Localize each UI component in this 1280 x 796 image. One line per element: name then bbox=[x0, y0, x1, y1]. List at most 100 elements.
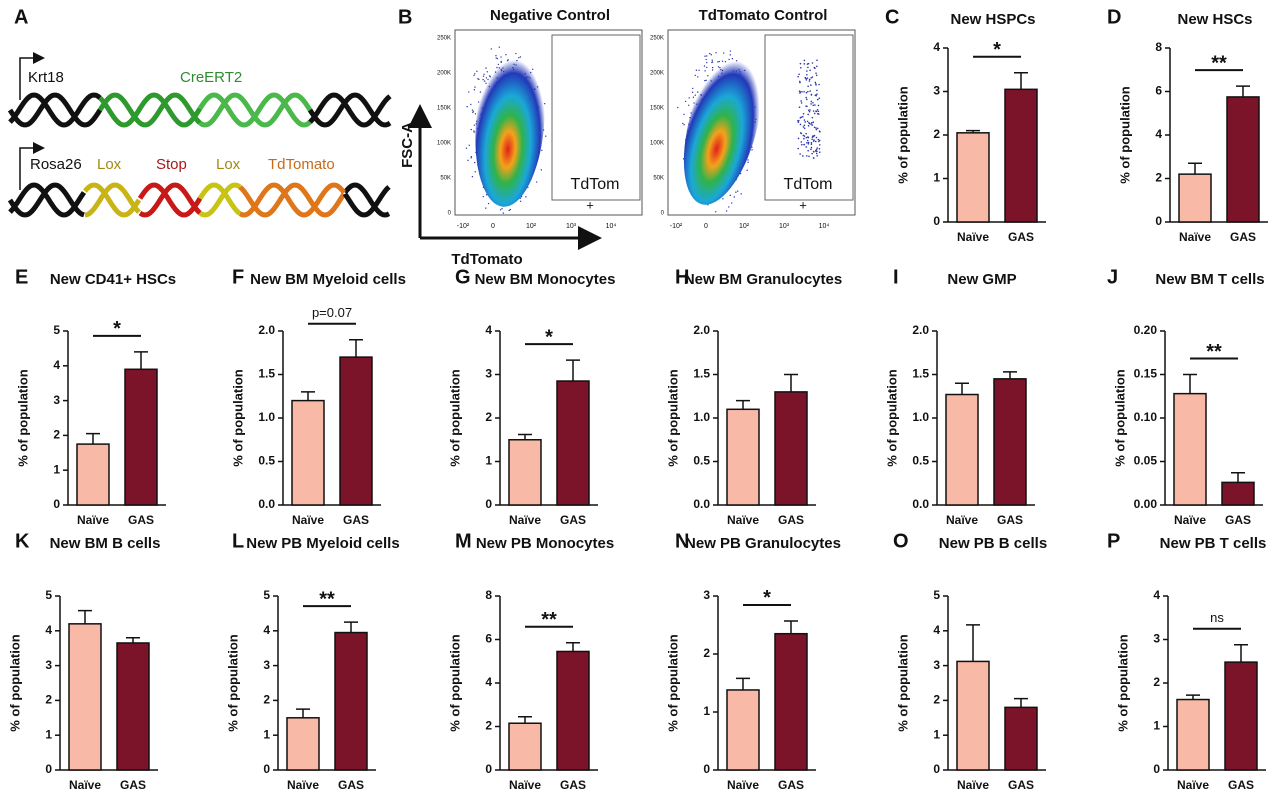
strand bbox=[342, 185, 391, 218]
x-tick-label: 10² bbox=[526, 223, 537, 230]
chart-title: New BM B cells bbox=[50, 535, 161, 552]
event-dot bbox=[811, 152, 813, 155]
event-dot bbox=[682, 122, 684, 125]
bar bbox=[339, 356, 373, 506]
plot-frame bbox=[667, 29, 856, 216]
bar bbox=[1226, 96, 1260, 223]
event-dot bbox=[818, 140, 820, 143]
event-dot bbox=[714, 211, 717, 213]
event-dot bbox=[814, 94, 817, 97]
plot-frame bbox=[454, 29, 643, 216]
y-tick-label: 50K bbox=[440, 176, 451, 182]
strand bbox=[197, 92, 312, 128]
y-tick-label: 5 bbox=[933, 588, 940, 602]
event-dot bbox=[476, 70, 478, 73]
panel-letter: A bbox=[14, 6, 28, 28]
panel-letter: C bbox=[885, 6, 899, 28]
bar bbox=[1224, 661, 1258, 771]
chart-title: New BM T cells bbox=[1155, 271, 1264, 288]
event-dot bbox=[798, 73, 800, 76]
chart-title: New PB Monocytes bbox=[476, 535, 614, 552]
event-dot bbox=[747, 161, 749, 163]
event-dot bbox=[470, 103, 472, 106]
axis-label: FSC-A bbox=[399, 122, 416, 168]
strand bbox=[8, 182, 87, 218]
event-dot bbox=[806, 63, 809, 65]
y-tick-label: 2 bbox=[485, 410, 492, 424]
chart-title: New PB T cells bbox=[1160, 535, 1267, 552]
event-dot bbox=[706, 61, 708, 64]
event-dot bbox=[799, 123, 802, 126]
event-dot bbox=[816, 109, 819, 111]
y-tick-label: 4 bbox=[485, 675, 492, 689]
event-dot bbox=[541, 149, 543, 152]
event-dot bbox=[802, 155, 804, 157]
event-dot bbox=[473, 131, 475, 133]
strand bbox=[97, 92, 202, 128]
event-dot bbox=[519, 200, 522, 202]
bar-charts: C New HSPCs % of population 0 1 2 3 4 Naïve GAS * D… bbox=[7, 6, 1268, 792]
event-dot bbox=[499, 209, 502, 211]
event-dot bbox=[810, 103, 812, 105]
y-tick-label: 3 bbox=[485, 367, 492, 381]
event-dot bbox=[803, 124, 806, 127]
event-dot bbox=[811, 136, 814, 138]
event-dot bbox=[807, 66, 809, 69]
error-bar bbox=[566, 642, 580, 652]
event-dot bbox=[816, 65, 818, 68]
strand bbox=[84, 182, 141, 218]
event-dot bbox=[818, 83, 820, 86]
y-tick-label: 0.0 bbox=[912, 497, 929, 511]
event-dot bbox=[812, 121, 815, 124]
y-tick-label: 4 bbox=[485, 323, 492, 337]
event-dot bbox=[733, 196, 735, 198]
event-dot bbox=[482, 195, 484, 198]
event-dot bbox=[470, 155, 473, 158]
event-dot bbox=[815, 127, 817, 129]
event-dot bbox=[740, 193, 742, 195]
event-dot bbox=[692, 96, 695, 99]
y-tick-label: 0.15 bbox=[1134, 367, 1158, 381]
y-axis-label: % of population bbox=[7, 634, 22, 732]
gate-sign: + bbox=[799, 197, 807, 212]
panel-letter: G bbox=[455, 266, 471, 288]
event-dot bbox=[467, 159, 469, 162]
panel-letter: H bbox=[675, 266, 689, 288]
density bbox=[683, 45, 763, 205]
error-bar bbox=[86, 432, 100, 445]
y-tick-label: 1 bbox=[263, 727, 270, 741]
event-dot bbox=[804, 76, 807, 79]
chart-title: New BM Granulocytes bbox=[684, 271, 842, 288]
event-dot bbox=[728, 206, 730, 208]
event-dot bbox=[816, 147, 819, 149]
event-dot bbox=[798, 80, 801, 83]
y-tick-label: 6 bbox=[485, 632, 492, 646]
event-dot bbox=[807, 136, 810, 139]
y-tick-label: 3 bbox=[53, 393, 60, 407]
x-tick-label: GAS bbox=[338, 778, 364, 792]
event-dot bbox=[812, 110, 815, 112]
x-tick-label: Naïve bbox=[957, 778, 989, 792]
y-tick-label: 4 bbox=[1155, 127, 1162, 141]
event-dot bbox=[806, 77, 809, 79]
panel-letter: E bbox=[15, 266, 28, 288]
gate-label: TdTom bbox=[571, 176, 620, 193]
y-tick-label: 250K bbox=[437, 36, 451, 42]
event-dot bbox=[816, 98, 819, 101]
strand bbox=[7, 92, 103, 128]
event-dot bbox=[711, 61, 714, 63]
y-axis-label: % of population bbox=[884, 369, 899, 467]
y-tick-label: 0.0 bbox=[693, 497, 710, 511]
y-tick-label: 2 bbox=[263, 693, 270, 707]
event-dot bbox=[807, 141, 810, 144]
chart-title: New HSPCs bbox=[950, 11, 1035, 28]
event-dot bbox=[811, 62, 814, 64]
gate bbox=[551, 34, 641, 201]
chart-title: New BM Monocytes bbox=[475, 271, 616, 288]
error-bar bbox=[1014, 697, 1028, 708]
error-bar bbox=[126, 637, 140, 643]
event-dot bbox=[509, 208, 512, 211]
event-dot bbox=[502, 212, 505, 214]
y-tick-label: 2.0 bbox=[258, 323, 275, 337]
y-axis-label: % of population bbox=[225, 634, 240, 732]
